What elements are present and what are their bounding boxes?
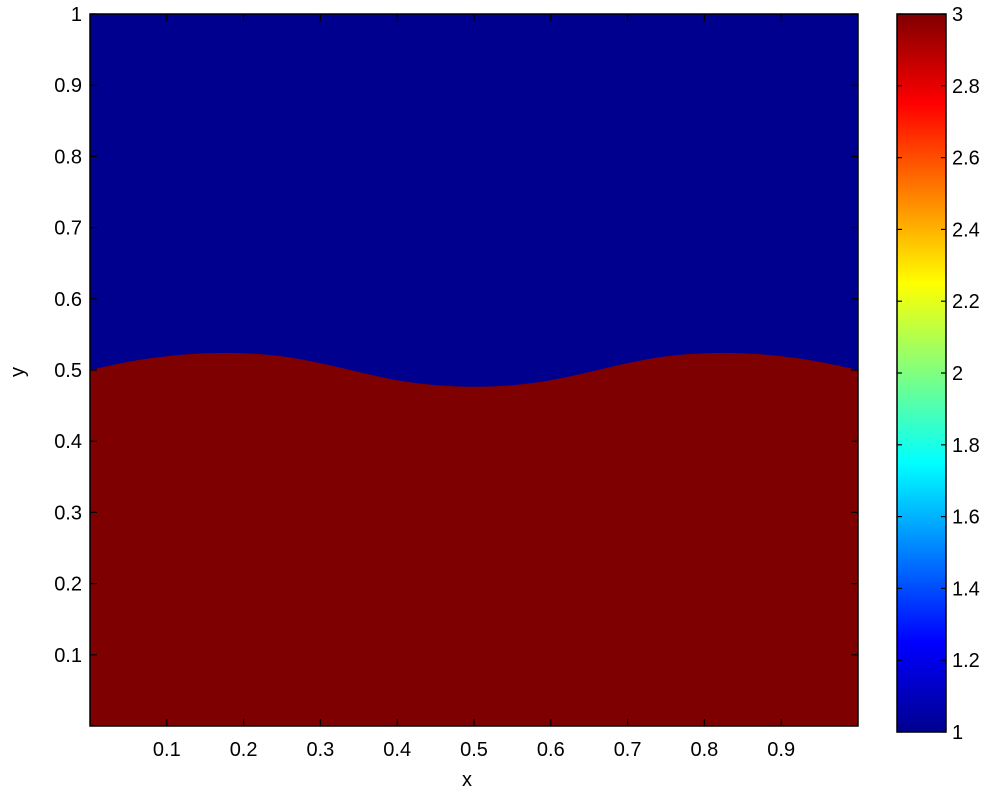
x-tick-label: 0.2 (230, 739, 258, 761)
x-tick-label: 0.5 (460, 739, 488, 761)
y-tick-label: 0.2 (54, 574, 82, 596)
y-tick-label: 0.5 (54, 360, 82, 382)
y-tick-label: 0.4 (54, 431, 82, 453)
y-tick-label: 0.7 (54, 218, 82, 240)
x-tick-label: 0.3 (306, 739, 334, 761)
y-tick-label: 0.8 (54, 146, 82, 168)
plot-area (89, 13, 859, 727)
x-axis-ticks: 0.1 0.2 0.3 0.4 0.5 0.6 0.7 0.8 0.9 (153, 14, 795, 761)
colorbar-tick-label: 2 (952, 363, 963, 385)
colorbar-tick-label: 2.4 (952, 219, 980, 241)
y-tick-label: 0.6 (54, 289, 82, 311)
colorbar-tick-label: 1.2 (952, 650, 980, 672)
y-tick-label: 1 (71, 4, 82, 26)
y-tick-label: 0.1 (54, 645, 82, 667)
x-axis-label: x (462, 769, 472, 791)
y-axis-label: y (7, 367, 29, 377)
region-lower (90, 352, 858, 726)
y-tick-label: 0.3 (54, 502, 82, 524)
x-tick-label: 0.9 (767, 739, 795, 761)
colorbar-tick-label: 1.4 (952, 578, 980, 600)
colorbar: 1 1.2 1.4 1.6 1.8 2 2.2 2.4 2.6 2.8 3 (896, 4, 980, 744)
colorbar-tick-label: 1 (952, 722, 963, 744)
colorbar-tick-label: 2.2 (952, 291, 980, 313)
colorbar-gradient (897, 14, 946, 732)
x-tick-label: 0.8 (690, 739, 718, 761)
colorbar-tick-label: 1.8 (952, 435, 980, 457)
colorbar-tick-label: 2.8 (952, 76, 980, 98)
colorbar-tick-label: 3 (952, 4, 963, 26)
y-axis-ticks: 0.1 0.2 0.3 0.4 0.5 0.6 0.7 0.8 0.9 1 (54, 4, 858, 667)
x-tick-label: 0.4 (383, 739, 411, 761)
x-tick-label: 0.6 (537, 739, 565, 761)
colorbar-tick-label: 1.6 (952, 507, 980, 529)
colorbar-tick-label: 2.6 (952, 148, 980, 170)
y-tick-label: 0.9 (54, 75, 82, 97)
x-tick-label: 0.1 (153, 739, 181, 761)
x-tick-label: 0.7 (614, 739, 642, 761)
colorbar-ticks: 1 1.2 1.4 1.6 1.8 2 2.2 2.4 2.6 2.8 3 (897, 4, 980, 744)
